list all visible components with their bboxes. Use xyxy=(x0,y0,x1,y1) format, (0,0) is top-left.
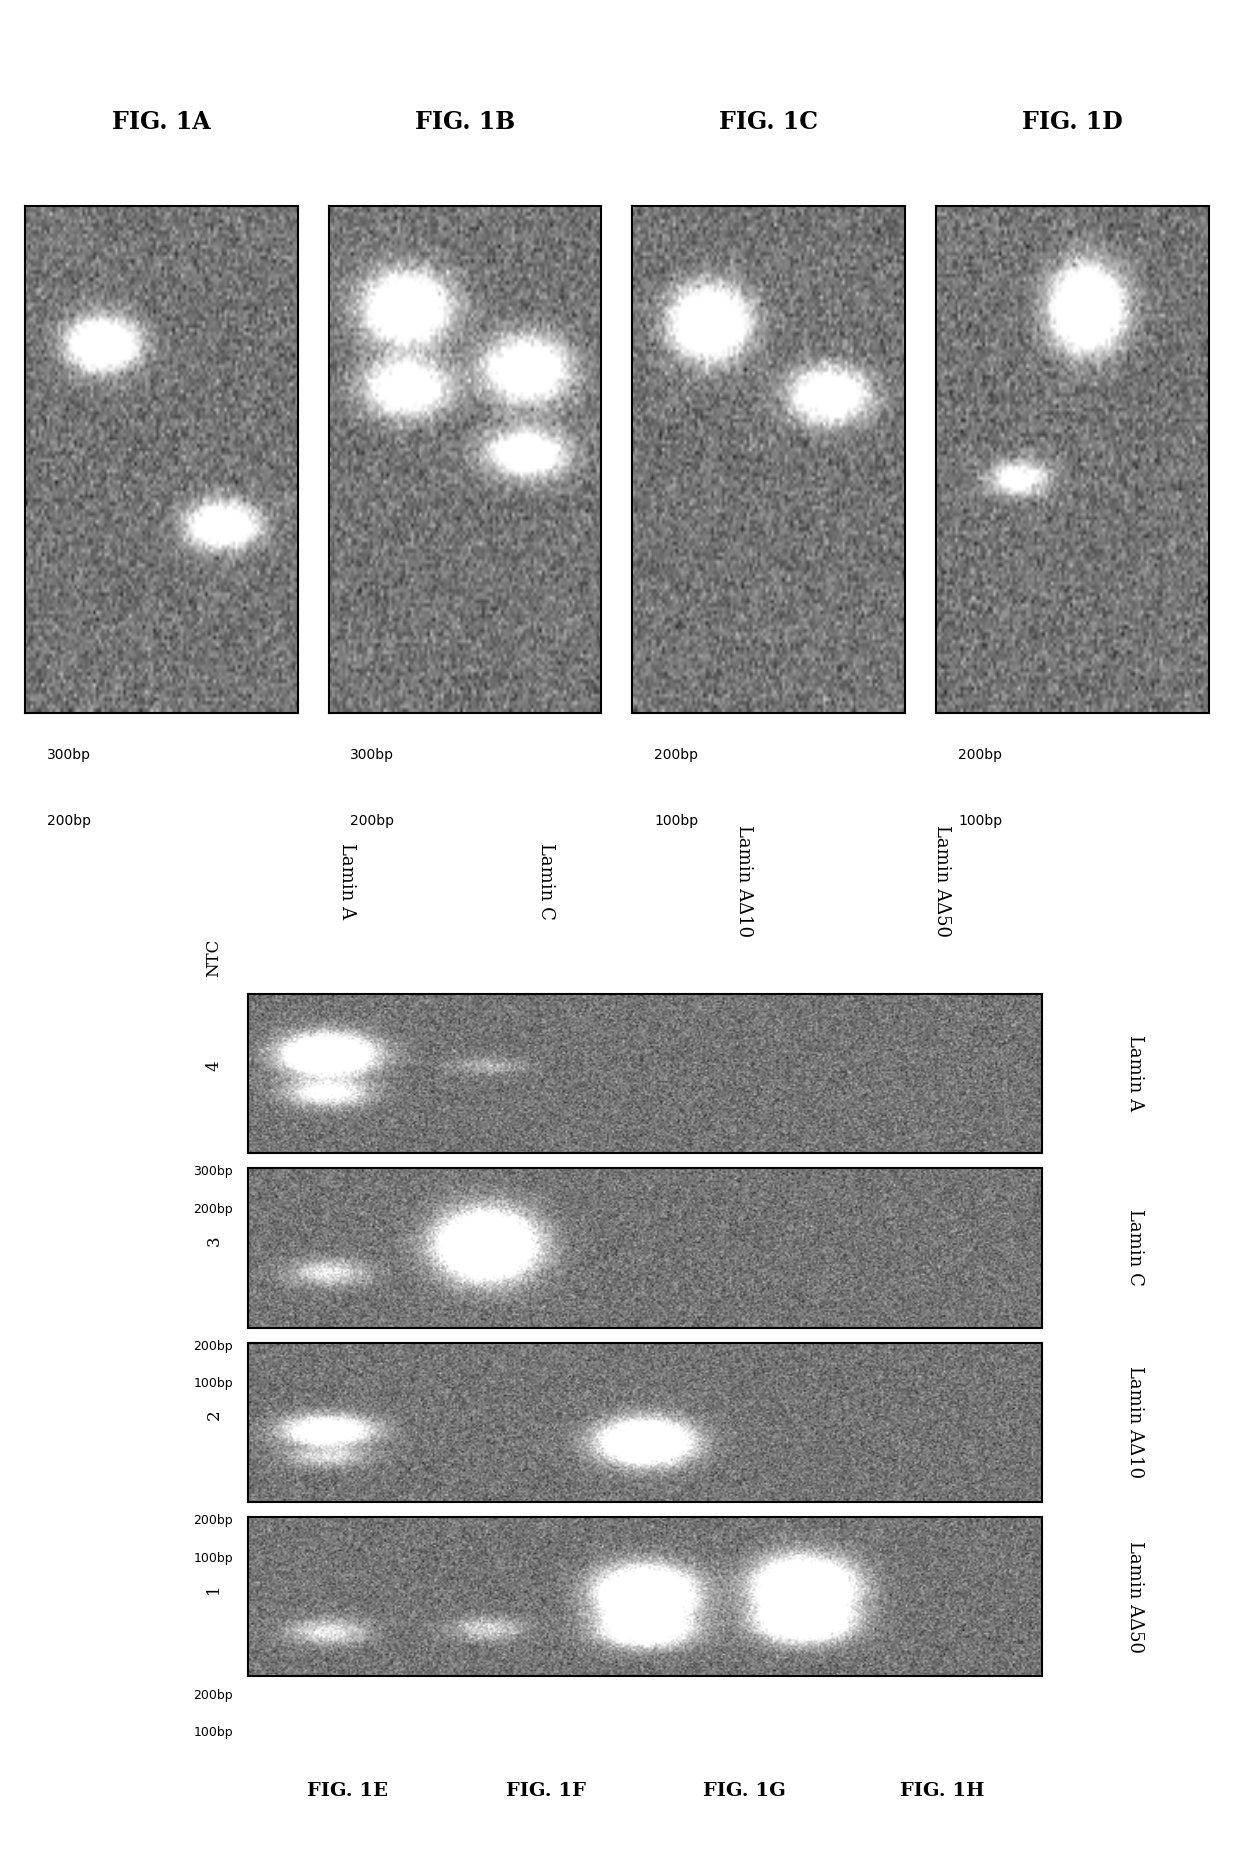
Text: FIG. 1A: FIG. 1A xyxy=(112,111,211,133)
Text: FIG. 1E: FIG. 1E xyxy=(306,1781,388,1800)
Text: 300bp: 300bp xyxy=(47,748,91,761)
Text: Lamin AΔ50: Lamin AΔ50 xyxy=(1126,1541,1143,1652)
Text: 1: 1 xyxy=(206,1584,222,1594)
Text: 300bp: 300bp xyxy=(193,1166,233,1178)
Text: 200bp: 200bp xyxy=(193,1515,233,1526)
Text: Lamin C: Lamin C xyxy=(1126,1209,1143,1286)
Text: Lamin A: Lamin A xyxy=(1126,1035,1143,1112)
Text: 3: 3 xyxy=(206,1236,222,1245)
Text: Lamin AΔ10: Lamin AΔ10 xyxy=(735,825,753,938)
Text: 200bp: 200bp xyxy=(959,748,1002,761)
Text: Lamin AΔ50: Lamin AΔ50 xyxy=(934,825,951,938)
Text: 200bp: 200bp xyxy=(193,1204,233,1215)
Text: 200bp: 200bp xyxy=(193,1341,233,1352)
Text: 300bp: 300bp xyxy=(351,748,394,761)
Text: Lamin A: Lamin A xyxy=(339,844,356,919)
Text: FIG. 1G: FIG. 1G xyxy=(703,1781,785,1800)
Text: 100bp: 100bp xyxy=(193,1552,233,1564)
Text: 100bp: 100bp xyxy=(959,814,1002,827)
Text: FIG. 1B: FIG. 1B xyxy=(415,111,515,133)
Text: FIG. 1D: FIG. 1D xyxy=(1022,111,1123,133)
Text: FIG. 1F: FIG. 1F xyxy=(506,1781,585,1800)
Text: FIG. 1H: FIG. 1H xyxy=(900,1781,985,1800)
Text: 100bp: 100bp xyxy=(193,1727,233,1738)
Text: 200bp: 200bp xyxy=(351,814,394,827)
Text: Lamin AΔ10: Lamin AΔ10 xyxy=(1126,1367,1143,1478)
Text: 4: 4 xyxy=(206,1061,222,1071)
Text: 100bp: 100bp xyxy=(655,814,698,827)
Text: FIG. 1C: FIG. 1C xyxy=(719,111,818,133)
Text: 200bp: 200bp xyxy=(193,1689,233,1701)
Text: NTC: NTC xyxy=(206,939,222,977)
Text: 200bp: 200bp xyxy=(655,748,698,761)
Text: 100bp: 100bp xyxy=(193,1378,233,1389)
Text: Lamin C: Lamin C xyxy=(537,844,554,919)
Text: 200bp: 200bp xyxy=(47,814,91,827)
Text: 2: 2 xyxy=(206,1410,222,1419)
